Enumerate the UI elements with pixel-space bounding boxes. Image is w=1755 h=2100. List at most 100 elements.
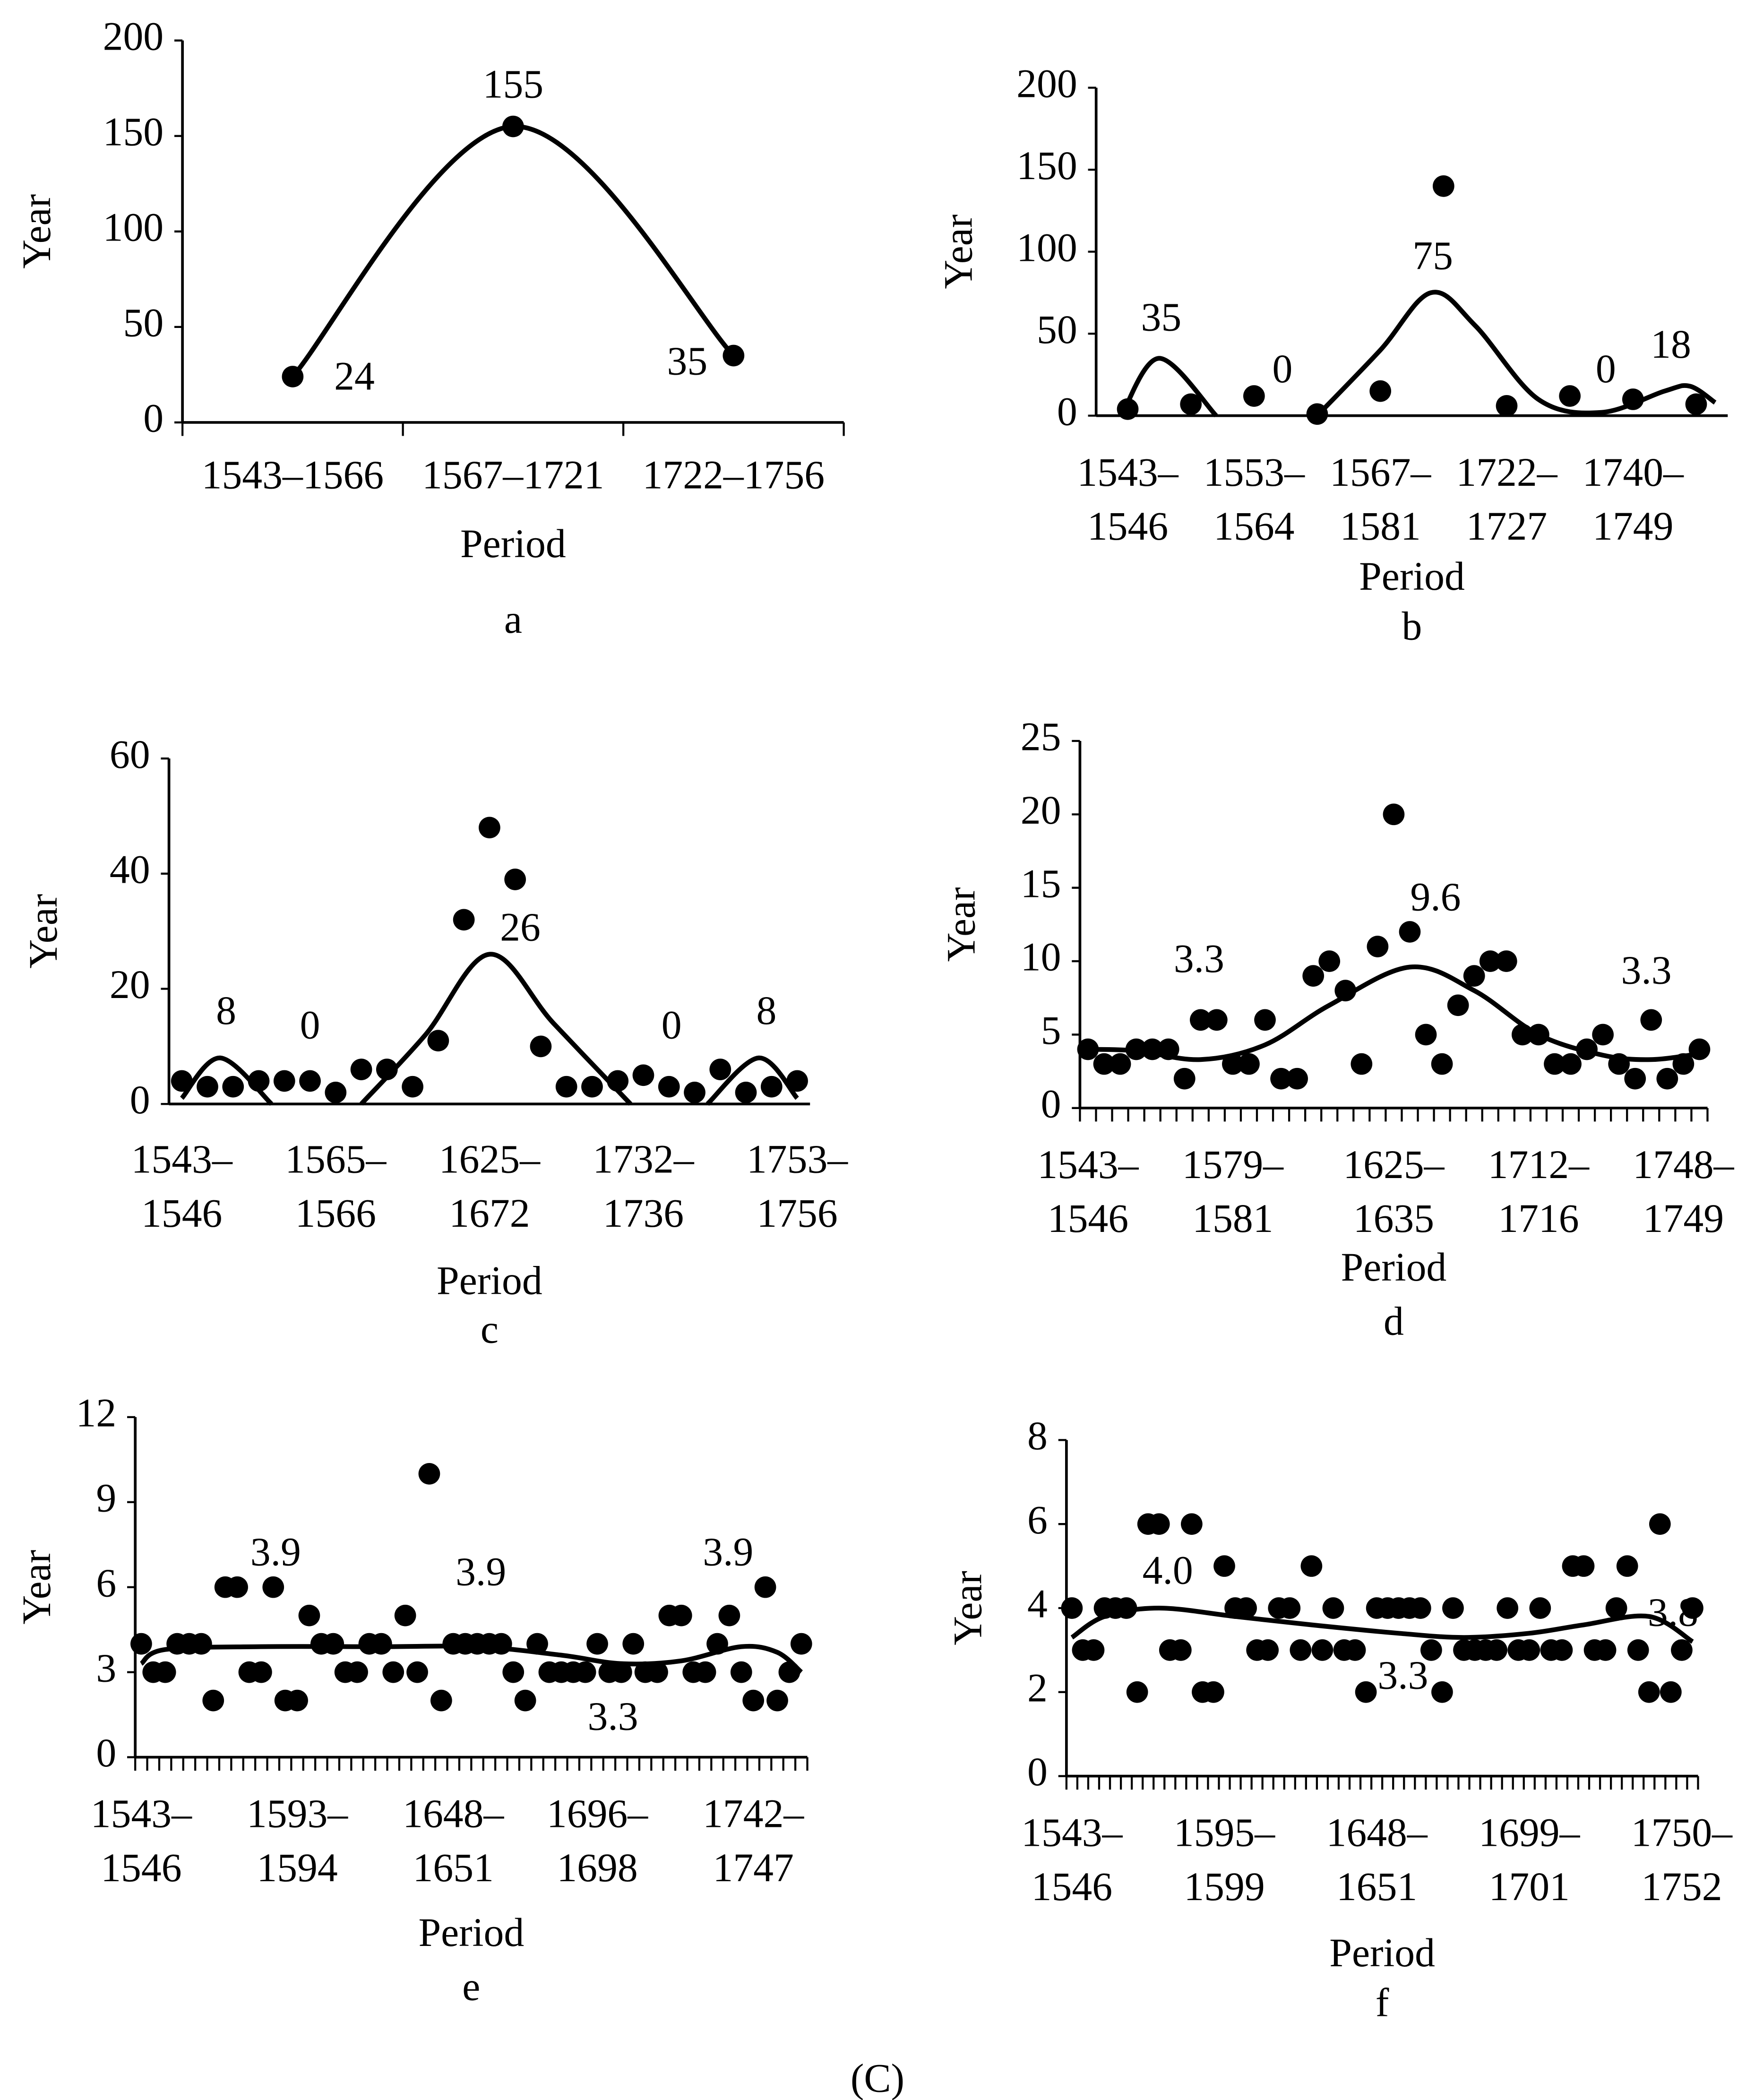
x-tick-label: 1698 [557, 1845, 637, 1890]
annotation: 3.3 [1174, 936, 1224, 981]
dot [226, 1576, 248, 1598]
y-tick-label: 12 [76, 1390, 117, 1435]
dot [490, 1633, 512, 1655]
dot [1383, 803, 1405, 826]
dot [1318, 950, 1341, 972]
dot [197, 1076, 218, 1098]
dot [1497, 1597, 1519, 1619]
dot [658, 1076, 680, 1098]
dot [1544, 1053, 1566, 1075]
x-tick-label: 1672 [449, 1191, 530, 1236]
dot [273, 1070, 295, 1092]
x-tick-label: 1581 [1340, 504, 1420, 549]
x-tick-label: 1595– [1174, 1810, 1275, 1855]
dot [1077, 1038, 1099, 1060]
y-tick-label: 6 [1027, 1498, 1048, 1542]
dot [1627, 1639, 1649, 1661]
x-tick-label: 1593– [247, 1791, 348, 1836]
x-tick-label: 1546 [1048, 1196, 1128, 1241]
dot [670, 1604, 692, 1627]
dot [1257, 1639, 1279, 1661]
dot [322, 1633, 344, 1655]
dot [694, 1661, 716, 1683]
dot [684, 1082, 705, 1103]
y-tick-label: 9 [96, 1475, 116, 1520]
y-tick-label: 25 [1021, 714, 1061, 759]
panel: 0 2 4 6 8 1543– 1546 1595– 1599 1648– 1651 1699– 170… [946, 1413, 1733, 2025]
x-tick-label: 1543– [1021, 1810, 1123, 1855]
x-tick-label: 1722–1756 [643, 453, 825, 498]
dot [453, 909, 475, 931]
dot [190, 1633, 212, 1655]
x-tick-label: 1546 [101, 1845, 181, 1890]
x-tick-label: 1699– [1479, 1810, 1580, 1855]
dot [709, 1059, 731, 1080]
dot [1649, 1513, 1671, 1535]
dot [786, 1070, 808, 1092]
annotation: 4.0 [1143, 1548, 1193, 1593]
y-tick-label: 0 [1027, 1749, 1048, 1794]
dot [1117, 398, 1139, 420]
y-tick-label: 20 [1021, 788, 1061, 833]
annotation: 8 [757, 988, 777, 1033]
trend-line [139, 1644, 803, 1674]
x-tick-label: 1625– [439, 1137, 541, 1182]
panel-label: b [1402, 603, 1422, 648]
x-tick-label: 1635 [1353, 1196, 1434, 1241]
dot [154, 1661, 176, 1683]
y-axis-title: Year [14, 1550, 59, 1625]
y-tick-label: 20 [110, 962, 150, 1007]
dot [706, 1633, 728, 1655]
trend-line [1088, 964, 1700, 1062]
dot [718, 1604, 740, 1627]
annotation: 35 [1141, 294, 1182, 339]
x-tick-label: 1543– [91, 1791, 192, 1836]
y-tick-label: 60 [110, 732, 150, 777]
dot [1351, 1053, 1373, 1075]
caption: (C) [851, 2056, 904, 2100]
y-tick-label: 200 [1016, 61, 1077, 106]
annotation: 3.3 [1377, 1653, 1428, 1698]
x-axis-title: Period [418, 1910, 524, 1955]
annotation: 26 [500, 904, 541, 949]
annotation: 75 [1412, 233, 1453, 278]
dot [1594, 1639, 1617, 1661]
y-tick-label: 5 [1041, 1008, 1061, 1053]
y-tick-label: 6 [96, 1560, 116, 1605]
dot [1125, 1038, 1147, 1060]
dot [1290, 1639, 1312, 1661]
dot [1496, 395, 1518, 417]
dot [1270, 1067, 1292, 1090]
annotation: 0 [1273, 346, 1293, 391]
annotation: 9.6 [1410, 874, 1461, 919]
dot [1551, 1639, 1573, 1661]
dot [1682, 1597, 1703, 1619]
dot [1322, 1597, 1344, 1619]
annotation: 0 [662, 1002, 682, 1047]
dot [1311, 1639, 1333, 1661]
y-tick-label: 200 [103, 14, 164, 59]
x-tick-label: 1546 [1032, 1864, 1112, 1909]
panel: 0 20 40 60 1543– 1546 1565– 1566 1625– 1672 1732– 1… [21, 732, 848, 1352]
dot [1447, 994, 1469, 1016]
x-axis-title: Period [1329, 1930, 1435, 1975]
dot [1203, 1681, 1224, 1703]
x-tick-label: 1648– [403, 1791, 504, 1836]
y-tick-label: 10 [1021, 935, 1061, 980]
dot [1512, 1024, 1533, 1046]
x-tick-label: 1742– [703, 1791, 804, 1836]
dot [1061, 1597, 1083, 1619]
annotation: 3.9 [250, 1529, 301, 1574]
dot [325, 1082, 347, 1103]
dot [1115, 1597, 1137, 1619]
dot [286, 1689, 308, 1712]
dot [1189, 1009, 1212, 1031]
dot [250, 1661, 272, 1683]
dot [632, 1064, 654, 1086]
dot [1616, 1555, 1638, 1577]
dot [555, 1076, 577, 1098]
x-tick-label: 1648– [1326, 1810, 1428, 1855]
y-tick-label: 8 [1027, 1413, 1048, 1458]
x-tick-label: 1594 [257, 1845, 337, 1890]
